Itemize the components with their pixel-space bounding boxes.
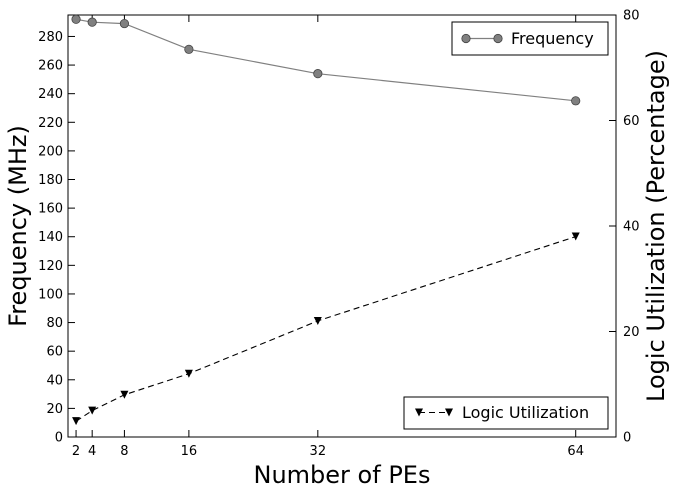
y-tick-label: 200 xyxy=(38,144,63,159)
x-tick-label: 2 xyxy=(72,444,80,459)
y-tick-label: 180 xyxy=(38,173,63,188)
y2-axis-ticks: 0 20 40 60 80 xyxy=(609,9,640,446)
legend-logic-utilization-box xyxy=(403,396,609,430)
y2-tick-label: 80 xyxy=(623,9,640,24)
y-tick-label: 100 xyxy=(38,287,63,302)
logic-utilization-line xyxy=(75,236,576,422)
frequency-point xyxy=(87,17,97,27)
y-tick-label: 280 xyxy=(38,30,63,45)
legend-frequency-marker-left xyxy=(461,33,471,44)
frequency-point xyxy=(571,96,581,106)
legend-logic-utilization-label: Logic Utilization xyxy=(462,403,589,422)
frequency-point xyxy=(313,69,323,79)
y-tick-label: 160 xyxy=(38,202,63,217)
plot-frame xyxy=(67,14,617,438)
x-tick-label: 64 xyxy=(567,444,584,459)
logic-utilization-point xyxy=(571,232,580,241)
logic-utilization-point xyxy=(120,390,129,399)
frequency-point xyxy=(184,44,194,54)
y2-tick-label: 20 xyxy=(623,325,640,340)
y-tick-label: 80 xyxy=(46,316,63,331)
x-axis-ticks: 2 4 8 16 32 64 xyxy=(72,15,584,459)
logic-utilization-point xyxy=(88,406,97,415)
y2-axis-title: Logic Utilization (Percentage) xyxy=(642,50,670,402)
x-axis-title: Number of PEs xyxy=(254,461,431,489)
y-tick-label: 60 xyxy=(46,345,63,360)
y-tick-label: 240 xyxy=(38,87,63,102)
legend-frequency-label: Frequency xyxy=(511,29,594,48)
legend-logic-utilization-marker-left xyxy=(415,408,423,417)
logic-utilization-point xyxy=(184,369,193,378)
legend-logic-utilization: Logic Utilization xyxy=(403,396,609,430)
y2-tick-label: 0 xyxy=(623,431,631,446)
y-tick-label: 20 xyxy=(46,402,63,417)
y-tick-label: 120 xyxy=(38,259,63,274)
y-tick-label: 40 xyxy=(46,373,63,388)
legend-logic-utilization-marker-right xyxy=(445,408,453,417)
y-tick-label: 260 xyxy=(38,59,63,74)
y-tick-label: 140 xyxy=(38,230,63,245)
y-axis-ticks: 0 20 40 60 80 100 120 140 160 180 200 220 240 260 280 xyxy=(38,30,75,446)
frequency-point xyxy=(71,14,81,24)
x-tick-label: 32 xyxy=(310,444,327,459)
y-tick-label: 220 xyxy=(38,116,63,131)
series-layer xyxy=(71,14,581,426)
y2-tick-label: 60 xyxy=(623,114,640,129)
legend-frequency-marker-right xyxy=(493,33,503,44)
legend-frequency: Frequency xyxy=(451,21,609,56)
x-tick-label: 8 xyxy=(120,444,128,459)
logic-utilization-point xyxy=(313,316,322,325)
x-tick-label: 16 xyxy=(181,444,198,459)
y2-tick-label: 40 xyxy=(623,220,640,235)
frequency-point xyxy=(119,18,130,29)
x-tick-label: 4 xyxy=(88,444,96,459)
y-axis-title: Frequency (MHz) xyxy=(4,125,32,327)
logic-utilization-point xyxy=(72,417,81,426)
y-tick-label: 0 xyxy=(55,431,63,446)
